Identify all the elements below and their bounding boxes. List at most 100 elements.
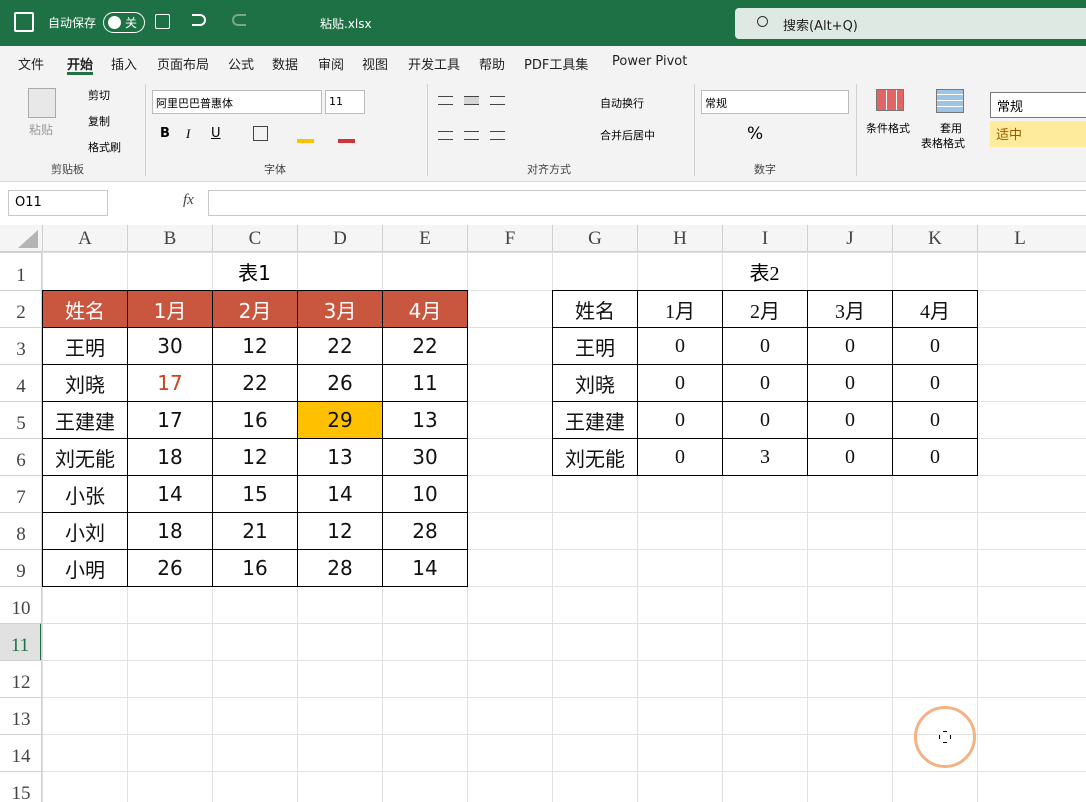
table-cell[interactable]: 0 [637,364,723,402]
table-cell[interactable]: 30 [127,327,213,365]
table-cell[interactable]: 14 [127,475,213,513]
style-neutral[interactable]: 适中 [990,121,1086,147]
font-size-box[interactable] [325,90,365,114]
fx-label[interactable]: fx [183,192,194,208]
table-title[interactable]: 表2 [749,262,780,285]
table-cell[interactable]: 刘晓 [42,364,128,402]
table-cell[interactable]: 刘晓 [552,364,638,402]
table-cell[interactable]: 2月 [212,290,298,328]
table-cell[interactable]: 0 [637,401,723,439]
table-cell[interactable]: 小刘 [42,512,128,550]
table-cell[interactable]: 王建建 [42,401,128,439]
number-format-box[interactable] [701,90,849,114]
column-header[interactable]: D [297,225,382,252]
ribbon-tab[interactable]: 插入 [111,58,138,73]
merge-center[interactable]: 合并后居中 [600,129,655,142]
table-format-2[interactable]: 表格格式 [921,137,965,150]
copy[interactable]: 复制 [88,115,110,128]
align-btn[interactable] [490,96,505,105]
table-cell[interactable]: 0 [722,327,808,365]
border-btn[interactable] [253,126,268,141]
fill-color-bar[interactable] [297,139,314,143]
table-cell[interactable]: 0 [637,327,723,365]
table-cell[interactable]: 13 [382,401,468,439]
table-cell[interactable]: 4月 [892,290,978,328]
ribbon-tab[interactable]: Power Pivot [612,54,688,69]
column-header[interactable]: L [977,225,1062,252]
table-cell[interactable]: 17 [127,401,213,439]
table-cell[interactable]: 0 [807,364,893,402]
row-header[interactable]: 14 [0,734,42,771]
table-cell[interactable]: 22 [382,327,468,365]
table-cell[interactable]: 18 [127,512,213,550]
column-header[interactable]: C [212,225,297,252]
column-header[interactable]: H [637,225,722,252]
table-cell[interactable]: 3月 [807,290,893,328]
table-cell[interactable]: 4月 [382,290,468,328]
row-header[interactable]: 11 [0,623,42,660]
conditional-format[interactable]: 条件格式 [866,122,910,135]
table-cell[interactable]: 王建建 [552,401,638,439]
format-painter[interactable]: 格式刷 [88,141,121,154]
ribbon-tab[interactable]: 审阅 [318,58,345,73]
table-cell[interactable]: 1月 [637,290,723,328]
table-cell[interactable]: 王明 [42,327,128,365]
align-btn[interactable] [490,131,505,140]
redo-icon[interactable] [232,14,246,26]
table-cell[interactable]: 小明 [42,549,128,587]
table-cell[interactable]: 12 [212,327,298,365]
column-header[interactable]: A [42,225,127,252]
row-header[interactable]: 4 [0,364,42,401]
align-btn[interactable] [438,131,453,140]
autosave-toggle[interactable] [103,12,145,33]
paste-label[interactable]: 粘贴 [29,123,54,137]
column-header[interactable]: B [127,225,212,252]
table-cell[interactable]: 0 [892,438,978,476]
table-cell[interactable]: 18 [127,438,213,476]
table-cell[interactable]: 11 [382,364,468,402]
align-btn[interactable] [464,131,479,140]
table-cell[interactable]: 0 [807,401,893,439]
wrap-text[interactable]: 自动换行 [600,97,644,110]
column-header[interactable]: I [722,225,807,252]
row-header[interactable]: 3 [0,327,42,364]
table-cell[interactable]: 刘无能 [552,438,638,476]
ribbon-tab[interactable]: 页面布局 [157,58,210,73]
table-cell[interactable]: 小张 [42,475,128,513]
table-cell[interactable]: 10 [382,475,468,513]
table-cell[interactable]: 0 [892,364,978,402]
row-header[interactable]: 5 [0,401,42,438]
ribbon-tab[interactable]: 视图 [362,58,389,73]
name-box[interactable]: O11 [8,190,108,216]
ribbon-tab[interactable]: 公式 [228,58,255,73]
table-cell[interactable]: 刘无能 [42,438,128,476]
table-cell[interactable]: 0 [722,401,808,439]
table-cell[interactable]: 14 [382,549,468,587]
table-cell[interactable]: 29 [297,401,383,439]
table-cell[interactable]: 0 [637,438,723,476]
table-cell[interactable]: 22 [297,327,383,365]
row-header[interactable]: 10 [0,586,42,623]
ribbon-tab[interactable]: 帮助 [479,58,506,73]
table-cell[interactable]: 16 [212,549,298,587]
row-header[interactable]: 2 [0,290,42,327]
column-header[interactable]: E [382,225,467,252]
table-cell[interactable]: 2月 [722,290,808,328]
table-cell[interactable]: 17 [127,364,213,402]
formula-input[interactable] [208,190,1086,216]
ribbon-tab[interactable]: PDF工具集 [524,58,589,73]
table-cell[interactable]: 12 [297,512,383,550]
table-cell[interactable]: 21 [212,512,298,550]
table-cell[interactable]: 26 [127,549,213,587]
table-cell[interactable]: 13 [297,438,383,476]
font-color-bar[interactable] [338,139,355,143]
table-cell[interactable]: 0 [892,327,978,365]
ribbon-tab[interactable]: 开始 [67,58,94,73]
search-box[interactable] [735,8,1086,39]
column-header[interactable]: F [467,225,552,252]
font-name-box[interactable] [152,90,322,114]
table-cell[interactable]: 0 [807,438,893,476]
table-cell[interactable]: 30 [382,438,468,476]
table-cell[interactable]: 0 [892,401,978,439]
table-cell[interactable]: 26 [297,364,383,402]
